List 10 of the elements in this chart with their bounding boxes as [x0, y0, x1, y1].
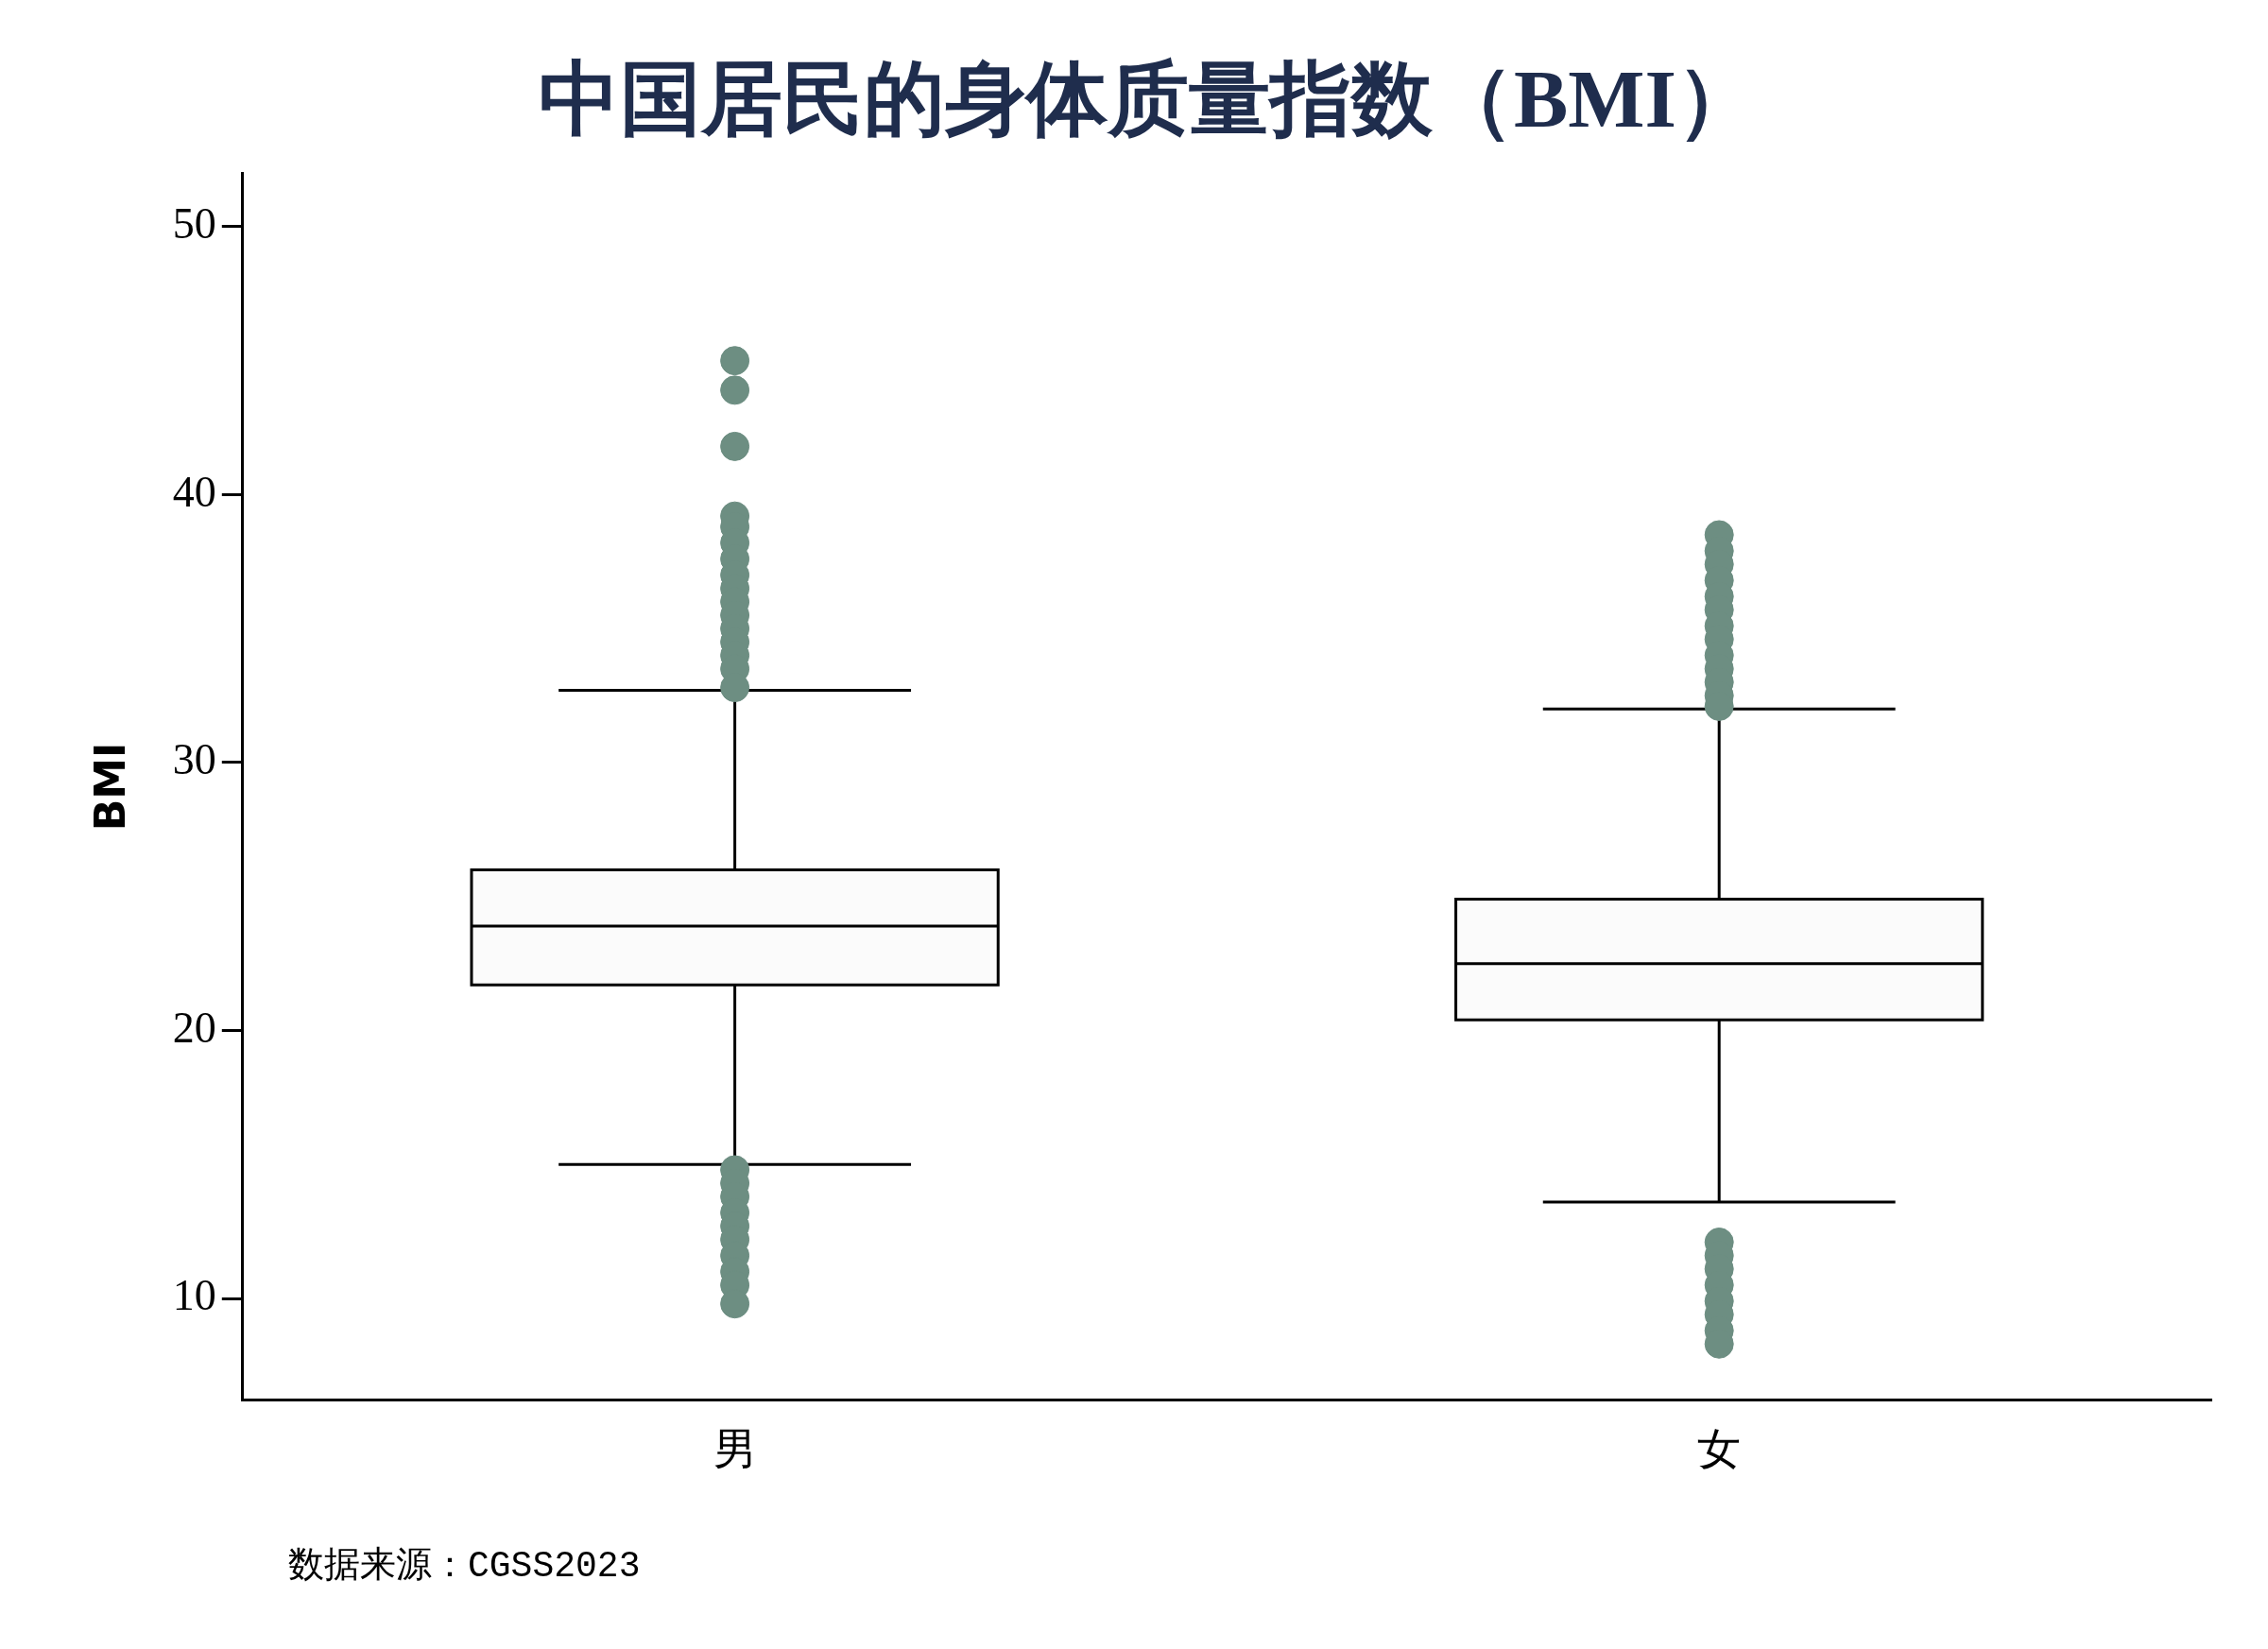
source-note: 数据来源：CGSS2023	[288, 1546, 641, 1588]
y-tick-label: 40	[172, 467, 216, 516]
y-tick-label: 50	[172, 198, 216, 248]
y-tick-label: 30	[172, 735, 216, 784]
y-axis-title: BMI	[85, 742, 134, 832]
y-tick-label: 10	[172, 1271, 216, 1320]
y-tick-label: 20	[172, 1003, 216, 1052]
chart-title: 中国居民的身体质量指数（BMI）	[539, 53, 1758, 145]
x-tick-label: 女	[1697, 1425, 1742, 1474]
x-tick-label: 男	[713, 1425, 757, 1474]
